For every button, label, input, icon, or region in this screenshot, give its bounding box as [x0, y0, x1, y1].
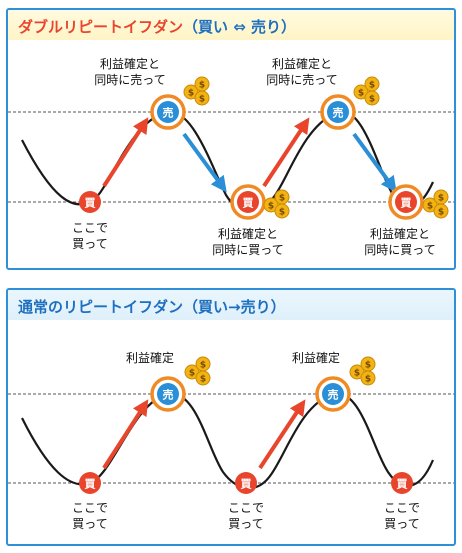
coin-stack-icon: $ $ $	[349, 356, 376, 386]
coin-stack-icon: $ $ $	[353, 76, 380, 106]
buy-here-label-line1: ここで	[72, 501, 108, 515]
svg-text:$: $	[199, 95, 205, 105]
svg-text:買: 買	[397, 478, 408, 491]
up-arrow	[262, 117, 310, 188]
buy-here-label-line2: 買って	[72, 517, 107, 531]
profit-buy-label-line1: 利益確定と	[370, 226, 430, 241]
svg-text:$: $	[369, 95, 375, 105]
svg-text:$: $	[354, 369, 360, 379]
sell-marker-ring: 売	[150, 376, 186, 412]
svg-text:$: $	[438, 208, 444, 218]
panel-title: 通常のリピートイフダン（買い→売り）	[18, 298, 286, 316]
svg-text:$: $	[369, 81, 375, 91]
buy-here-label-line2: 買って	[384, 517, 419, 531]
profit-sell-label-line2: 同時に売って	[266, 72, 337, 87]
coin-stack-icon: $ $ $	[422, 189, 449, 219]
profit-label: 利益確定	[292, 350, 340, 365]
buy-here-label-line1: ここで	[72, 221, 108, 235]
up-arrow	[102, 399, 149, 470]
price-wave	[21, 392, 435, 490]
svg-text:$: $	[200, 375, 206, 385]
sell-marker-ring: 売	[315, 376, 351, 412]
svg-text:買: 買	[243, 197, 254, 210]
svg-text:買: 買	[401, 197, 412, 210]
double-repeat-diagram: 買 売 買 売 買 $ $ $	[8, 56, 454, 257]
svg-text:$: $	[268, 202, 274, 212]
profit-buy-label-line2: 同時に買って	[364, 243, 435, 257]
buy-marker: 買	[235, 472, 257, 494]
svg-text:$: $	[427, 202, 433, 212]
buy-marker-ring: 買	[388, 184, 424, 220]
profit-label: 利益確定	[126, 350, 174, 365]
buy-here-label-line2: 買って	[228, 517, 263, 531]
svg-text:$: $	[199, 81, 205, 91]
svg-text:$: $	[189, 369, 195, 379]
svg-text:買: 買	[85, 478, 96, 491]
panel-title-bar: ダブルリピートイフダン（買い ⇔ 売り）	[8, 10, 454, 40]
normal-repeat-ifdone-panel: 通常のリピートイフダン（買い→売り） 買 売	[6, 288, 456, 546]
panel-title: ダブルリピートイフダン（買い ⇔ 売り）	[18, 16, 296, 37]
buy-here-label-line1: ここで	[228, 501, 264, 515]
svg-text:$: $	[200, 361, 206, 371]
svg-text:売: 売	[163, 106, 174, 120]
sell-marker-ring: 売	[320, 94, 356, 130]
svg-text:買: 買	[85, 197, 96, 210]
svg-text:買: 買	[241, 478, 252, 491]
profit-buy-label-line1: 利益確定と	[218, 226, 278, 241]
buy-marker-ring: 買	[230, 184, 266, 220]
svg-text:$: $	[188, 89, 194, 99]
buy-marker: 買	[391, 472, 413, 494]
title-sub: （買い ⇔ 売り）	[183, 18, 297, 36]
profit-sell-label-line1: 利益確定と	[272, 56, 332, 71]
svg-text:$: $	[365, 361, 371, 371]
normal-repeat-diagram: 買 売 買 売 買 $ $ $ $ $ $	[8, 350, 454, 531]
svg-text:$: $	[438, 194, 444, 204]
coin-stack-icon: $ $ $	[263, 189, 290, 219]
svg-text:$: $	[279, 194, 285, 204]
svg-text:売: 売	[328, 388, 339, 402]
buy-marker: 買	[79, 472, 101, 494]
svg-text:$: $	[365, 375, 371, 385]
double-repeat-ifdone-panel: ダブルリピートイフダン（買い ⇔ 売り）	[6, 8, 456, 270]
sell-marker-ring: 売	[150, 94, 186, 130]
up-arrow	[258, 399, 306, 470]
profit-sell-label-line2: 同時に売って	[94, 72, 165, 87]
svg-text:売: 売	[163, 388, 174, 402]
svg-text:$: $	[358, 89, 364, 99]
svg-text:売: 売	[333, 106, 344, 120]
buy-here-label-line2: 買って	[72, 237, 107, 251]
coin-stack-icon: $ $ $	[184, 356, 211, 386]
buy-marker: 買	[79, 191, 101, 213]
down-arrow	[182, 132, 227, 193]
svg-text:$: $	[279, 208, 285, 218]
title-main: ダブルリピートイフダン	[18, 18, 184, 36]
up-arrow	[102, 117, 149, 188]
coin-stack-icon: $ $ $	[183, 76, 210, 106]
down-arrow	[352, 132, 397, 193]
profit-buy-label-line2: 同時に買って	[212, 243, 283, 257]
panel-title-bar: 通常のリピートイフダン（買い→売り）	[8, 290, 454, 320]
buy-here-label-line1: ここで	[384, 501, 420, 515]
profit-sell-label-line1: 利益確定と	[100, 56, 160, 71]
